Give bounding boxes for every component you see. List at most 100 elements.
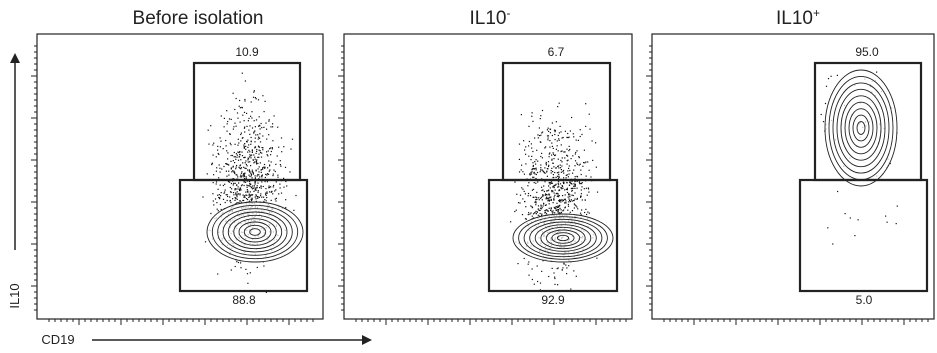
event-dot bbox=[527, 192, 530, 195]
event-dot bbox=[557, 182, 559, 185]
event-dot bbox=[844, 213, 846, 215]
event-dot bbox=[233, 182, 235, 184]
event-dot bbox=[285, 207, 287, 209]
event-dot bbox=[247, 120, 249, 122]
event-dot bbox=[548, 164, 550, 166]
event-dot bbox=[246, 165, 248, 167]
event-dot bbox=[267, 155, 269, 157]
event-dot bbox=[291, 138, 294, 140]
event-dot bbox=[263, 126, 265, 128]
event-dot bbox=[535, 182, 537, 184]
event-dot bbox=[254, 97, 256, 99]
contour-line bbox=[233, 218, 277, 246]
event-dot bbox=[574, 187, 576, 189]
event-dot bbox=[251, 151, 253, 153]
event-dot bbox=[263, 163, 266, 166]
event-dot bbox=[532, 213, 535, 215]
event-dot bbox=[255, 198, 257, 200]
event-dot bbox=[249, 195, 251, 197]
event-dot bbox=[277, 126, 279, 128]
event-dot bbox=[585, 103, 587, 105]
event-dot bbox=[568, 201, 570, 203]
event-dot bbox=[554, 154, 557, 156]
event-dot bbox=[571, 194, 573, 196]
event-dot bbox=[226, 123, 228, 125]
event-dot bbox=[237, 138, 239, 140]
event-dot bbox=[546, 129, 548, 131]
event-dot bbox=[557, 134, 559, 137]
panel-before-isolation: Before isolation 10.9 88.8 bbox=[31, 8, 324, 325]
event-dot bbox=[235, 193, 237, 195]
event-dot bbox=[551, 158, 553, 160]
event-dot bbox=[542, 170, 544, 172]
event-dot bbox=[567, 176, 569, 178]
event-dot bbox=[565, 188, 567, 190]
event-dot bbox=[540, 134, 542, 136]
event-dot bbox=[522, 198, 524, 200]
event-dot bbox=[245, 198, 248, 200]
contour-line bbox=[512, 213, 614, 263]
event-dot bbox=[268, 187, 270, 189]
event-dot bbox=[254, 161, 256, 163]
event-dot bbox=[286, 185, 288, 187]
event-dot bbox=[241, 72, 243, 74]
event-dot bbox=[211, 162, 213, 164]
event-dot bbox=[569, 148, 571, 151]
event-dot bbox=[569, 194, 571, 196]
event-dot bbox=[557, 177, 560, 179]
event-dot bbox=[257, 196, 259, 198]
event-dot bbox=[221, 168, 223, 170]
event-dot bbox=[231, 171, 233, 173]
event-dot bbox=[520, 169, 522, 171]
event-dot bbox=[560, 211, 562, 213]
event-dot bbox=[275, 163, 277, 165]
event-dot bbox=[262, 95, 264, 97]
event-dot bbox=[580, 169, 582, 171]
event-dot bbox=[228, 170, 230, 172]
event-dot bbox=[565, 202, 567, 204]
event-dot bbox=[528, 261, 530, 263]
event-dot bbox=[546, 135, 549, 137]
event-dot bbox=[558, 176, 560, 178]
event-dot bbox=[531, 207, 534, 209]
event-dot bbox=[219, 146, 221, 148]
event-dot bbox=[544, 211, 547, 213]
event-dot bbox=[257, 138, 259, 140]
event-dot bbox=[263, 111, 265, 113]
event-dot bbox=[549, 182, 551, 184]
event-dot bbox=[560, 199, 562, 202]
event-dot bbox=[567, 159, 569, 161]
event-dot bbox=[569, 211, 571, 213]
event-dot bbox=[254, 196, 256, 198]
event-dot bbox=[539, 118, 541, 120]
event-dot bbox=[580, 195, 582, 197]
event-dot bbox=[572, 172, 574, 174]
event-dot bbox=[232, 92, 234, 94]
event-dot bbox=[546, 209, 548, 211]
event-dot bbox=[236, 261, 238, 263]
event-dot bbox=[260, 171, 262, 173]
event-dot bbox=[551, 159, 553, 161]
event-dot bbox=[241, 107, 243, 109]
event-dot bbox=[243, 196, 245, 198]
event-dot bbox=[553, 185, 555, 187]
event-dot bbox=[257, 190, 259, 192]
event-dot bbox=[230, 269, 232, 271]
event-dot bbox=[232, 184, 234, 186]
event-dot bbox=[269, 169, 271, 171]
event-dot bbox=[234, 182, 236, 184]
event-dot bbox=[228, 174, 230, 176]
event-dot bbox=[558, 171, 560, 173]
event-dot bbox=[575, 205, 577, 207]
event-dot bbox=[569, 181, 571, 183]
event-dot bbox=[240, 262, 242, 264]
event-dot bbox=[238, 202, 240, 204]
event-dot bbox=[257, 162, 259, 164]
event-dot bbox=[267, 150, 269, 152]
event-dot bbox=[278, 193, 280, 195]
event-dot bbox=[217, 273, 219, 275]
event-dot bbox=[557, 209, 559, 211]
event-dot bbox=[215, 181, 218, 183]
event-dot bbox=[248, 193, 250, 195]
event-dot bbox=[290, 148, 292, 150]
